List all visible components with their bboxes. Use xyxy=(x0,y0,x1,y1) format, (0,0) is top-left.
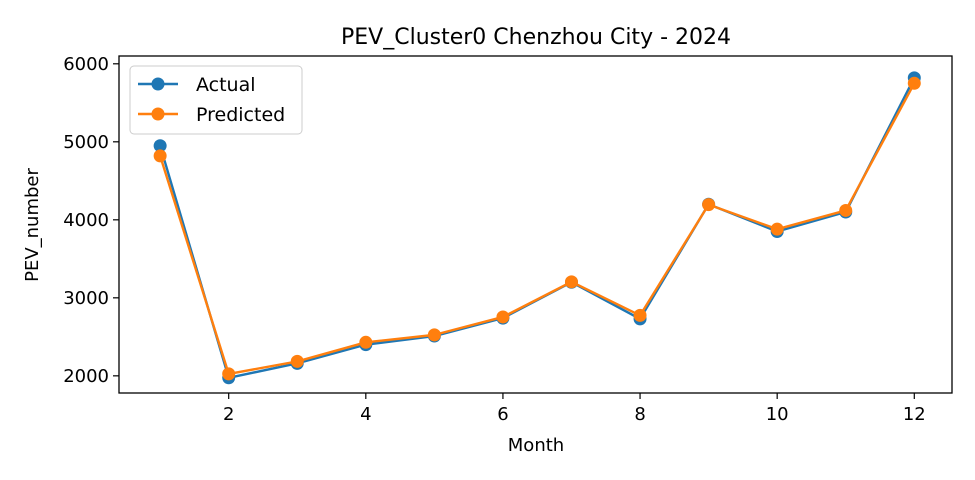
x-tick-label: 4 xyxy=(360,404,371,425)
chart-title: PEV_Cluster0 Chenzhou City - 2024 xyxy=(341,25,731,50)
legend-marker-predicted xyxy=(151,107,165,121)
y-tick-label: 5000 xyxy=(63,132,109,153)
legend: Actual Predicted xyxy=(129,65,303,135)
data-point-predicted xyxy=(359,335,373,349)
y-axis: 2000 3000 4000 5000 6000 xyxy=(63,54,119,387)
y-axis-label: PEV_number xyxy=(22,168,43,282)
data-point-actual xyxy=(153,139,167,153)
x-tick-label: 12 xyxy=(903,404,926,425)
data-point-predicted xyxy=(222,367,236,381)
data-point-predicted xyxy=(839,203,853,217)
x-tick-label: 10 xyxy=(766,404,789,425)
y-tick-label: 2000 xyxy=(63,366,109,387)
data-point-predicted xyxy=(564,275,578,289)
plot-area-frame xyxy=(118,55,953,394)
data-point-predicted xyxy=(770,222,784,236)
x-tick-label: 6 xyxy=(497,404,508,425)
series-layer xyxy=(153,71,921,385)
y-tick-label: 6000 xyxy=(63,54,109,75)
x-tick-label: 2 xyxy=(223,404,234,425)
series-line-predicted xyxy=(158,82,916,376)
data-point-predicted xyxy=(290,354,304,368)
data-point-predicted xyxy=(633,308,647,322)
data-point-predicted xyxy=(153,149,167,163)
series-predicted xyxy=(153,76,921,381)
data-point-predicted xyxy=(907,76,921,90)
x-tick-label: 8 xyxy=(634,404,645,425)
data-point-predicted xyxy=(702,198,716,212)
data-point-predicted xyxy=(496,310,510,324)
x-axis: 2 4 6 8 10 12 xyxy=(223,393,926,425)
data-point-predicted xyxy=(427,328,441,342)
legend-label-predicted: Predicted xyxy=(196,104,285,126)
x-axis-label: Month xyxy=(508,435,564,456)
y-tick-label: 4000 xyxy=(63,210,109,231)
legend-marker-actual xyxy=(151,77,165,91)
y-tick-label: 3000 xyxy=(63,288,109,309)
legend-label-actual: Actual xyxy=(196,74,256,96)
